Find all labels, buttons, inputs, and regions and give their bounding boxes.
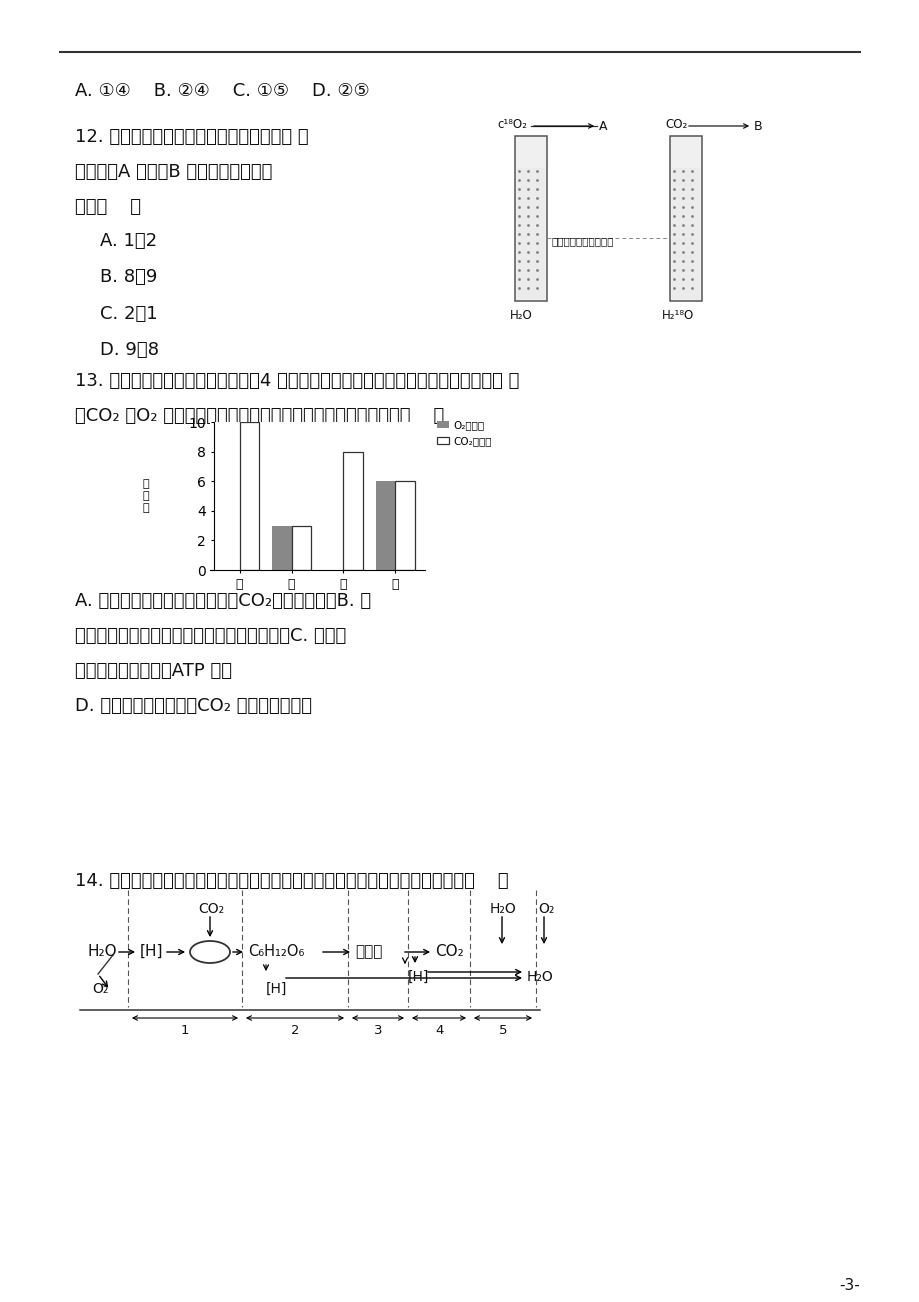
Text: -3-: -3- [838,1279,859,1293]
Text: 意图图中A 物质和B 物质的分子质量之: 意图图中A 物质和B 物质的分子质量之 [75,163,272,181]
Text: 比是（    ）: 比是（ ） [75,198,141,216]
Text: D. 丁条件下，产物中的CO₂ 全部来自线粒体: D. 丁条件下，产物中的CO₂ 全部来自线粒体 [75,697,312,715]
Text: H₂¹⁸O: H₂¹⁸O [662,309,694,322]
Text: H₂O: H₂O [509,309,532,322]
Bar [669,135,701,301]
Text: [H]: [H] [407,970,429,984]
Bar [271,526,291,570]
Text: A. 1：2: A. 1：2 [100,232,157,250]
Text: 丙酮酸: 丙酮酸 [355,944,382,960]
Text: 2: 2 [290,1023,300,1036]
Bar [343,452,363,570]
Text: [H]: [H] [266,982,287,996]
Text: 13. 将含酵母菌的葡萄糖溶液均分为4 份，分别置于甲、乙、丙、丁四种条件下培养， 测: 13. 将含酵母菌的葡萄糖溶液均分为4 份，分别置于甲、乙、丙、丁四种条件下培养… [75,372,519,391]
Bar [516,168,544,299]
Text: 4: 4 [435,1023,443,1036]
Text: CO₂: CO₂ [664,118,686,132]
Text: C₆H₁₂O₆: C₆H₁₂O₆ [248,944,304,960]
Bar [239,422,259,570]
Text: [H]: [H] [140,944,164,960]
Text: O₂: O₂ [92,982,108,996]
Bar [395,482,414,570]
Y-axis label: 相
对
値: 相 对 値 [142,479,149,513]
Text: 1: 1 [181,1023,189,1036]
Text: 光照射下的小球藻悬液: 光照射下的小球藻悬液 [551,236,614,246]
Text: A. ①④    B. ②④    C. ①⑤    D. ②⑤: A. ①④ B. ②④ C. ①⑤ D. ②⑤ [75,82,369,100]
Text: B. 8：9: B. 8：9 [100,268,157,286]
Text: 12. 右图是利用小球藻进行光合作用实验的 示: 12. 右图是利用小球藻进行光合作用实验的 示 [75,128,308,146]
Text: A. 甲条件下，细胞呼吸的产物除CO₂外，还有乳酸B. 乙: A. 甲条件下，细胞呼吸的产物除CO₂外，还有乳酸B. 乙 [75,592,370,611]
Text: A: A [598,120,607,133]
Text: H₂O: H₂O [490,902,516,917]
Bar [671,168,699,299]
Text: 3: 3 [374,1023,382,1036]
Legend: O₂吸收量, CO₂释放量: O₂吸收量, CO₂释放量 [437,419,492,447]
Text: CO₂: CO₂ [435,944,463,960]
Bar [375,482,395,570]
Text: D. 9：8: D. 9：8 [100,341,159,359]
Text: 下，细胞呼吸产生的ATP 最少: 下，细胞呼吸产生的ATP 最少 [75,661,232,680]
Text: 14. 如图表示光合作用与呼吸作用过程中物质变化的关系，下列说法不正确的是（    ）: 14. 如图表示光合作用与呼吸作用过程中物质变化的关系，下列说法不正确的是（ ） [75,872,508,891]
Text: 得CO₂ 和O₂ 体积变化的相对値如图所示。下列叙述中正确的是（    ）: 得CO₂ 和O₂ 体积变化的相对値如图所示。下列叙述中正确的是（ ） [75,408,444,424]
Text: CO₂: CO₂ [198,902,224,917]
Text: B: B [754,120,762,133]
Bar [515,135,547,301]
Bar [291,526,311,570]
Text: C. 2：1: C. 2：1 [100,305,157,323]
Text: 条件下，有氧呼吸比无氧呼吸消耗的葡萄糖多C. 丙条件: 条件下，有氧呼吸比无氧呼吸消耗的葡萄糖多C. 丙条件 [75,628,346,644]
Text: H₂O: H₂O [527,970,553,984]
Text: O₂: O₂ [538,902,554,917]
Text: c¹⁸O₂: c¹⁸O₂ [496,118,527,132]
Text: 5: 5 [498,1023,507,1036]
Text: H₂O: H₂O [88,944,118,960]
